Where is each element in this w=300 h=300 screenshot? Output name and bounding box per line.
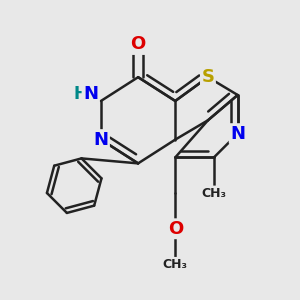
- Text: O: O: [130, 35, 146, 53]
- Text: N: N: [83, 85, 98, 103]
- Text: O: O: [168, 220, 183, 238]
- Text: S: S: [202, 68, 214, 86]
- Text: CH₃: CH₃: [201, 187, 226, 200]
- Text: N: N: [94, 130, 109, 148]
- Text: N: N: [230, 125, 245, 143]
- Text: H: H: [73, 85, 87, 103]
- Text: CH₃: CH₃: [163, 258, 188, 271]
